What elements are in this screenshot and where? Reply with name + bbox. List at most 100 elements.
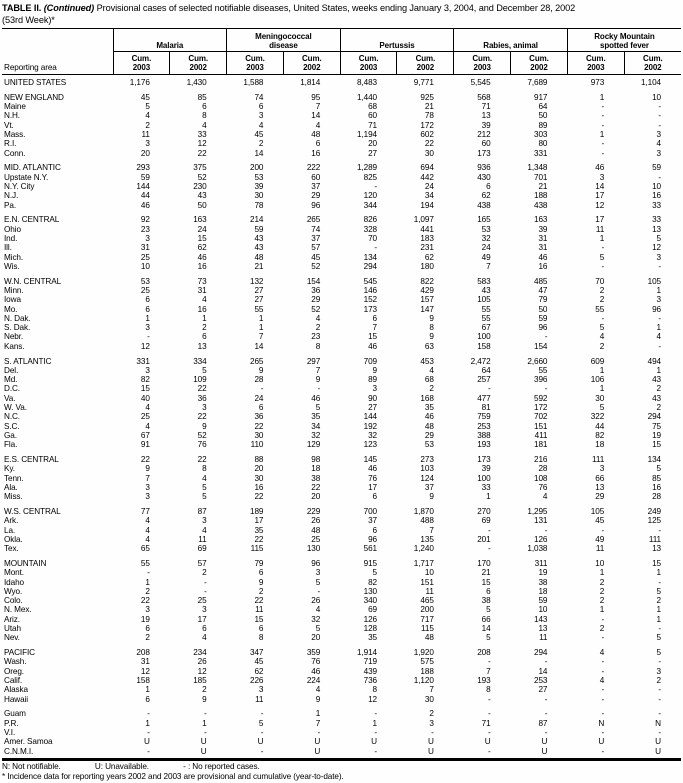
value-cell: 28 (254, 375, 264, 385)
value-cell: 37 (368, 516, 377, 526)
value-cell: 6 (145, 304, 150, 314)
value-cell: - (601, 139, 605, 149)
value-cell: 10 (595, 558, 605, 568)
value-cell: 74 (254, 92, 264, 102)
value-cell: 5 (145, 102, 150, 112)
value-cell: 439 (363, 666, 377, 676)
value-cell: 25 (140, 252, 150, 262)
value-cell: 11 (255, 605, 264, 615)
table-row: Idaho 1 - 9 5 82 151 15 38 2 - (2, 578, 681, 587)
table-title-text: Provisional cases of selected notifiable… (96, 3, 576, 13)
value-cell: 43 (197, 191, 207, 201)
value-cell: 66 (481, 614, 491, 624)
value-cell: 18 (311, 464, 321, 474)
value-cell: 48 (424, 633, 434, 643)
value-cell: 4 (599, 332, 605, 342)
value-cell: 62 (481, 191, 491, 201)
value-cell: N (598, 718, 605, 728)
value-cell: 14 (595, 181, 605, 191)
value-cell: 1,920 (413, 648, 434, 658)
value-cell: 4 (656, 332, 662, 342)
value-cell: 43 (254, 233, 264, 243)
reporting-area-cell: S. Dak. (4, 323, 31, 333)
value-cell: 568 (477, 92, 491, 102)
reporting-area-cell: Idaho (4, 577, 24, 587)
value-cell: 194 (420, 200, 434, 210)
value-cell: 3 (258, 685, 264, 695)
col-header-rmsf-cum-2002: Cum. 2002 (623, 51, 681, 75)
value-cell: 2 (599, 295, 605, 305)
value-cell: 1,240 (413, 544, 434, 554)
col-header-pertussis-cum-2003: Cum. 2003 (339, 51, 397, 75)
value-cell: - (601, 102, 605, 112)
reporting-area-cell: Ala. (4, 482, 18, 492)
table-row: N.C. 25 22 36 35 144 46 759 702 322 294 (2, 412, 681, 421)
value-cell: 79 (538, 295, 548, 305)
value-cell: 24 (424, 181, 434, 191)
value-cell: 81 (481, 403, 491, 412)
value-cell: 16 (652, 191, 661, 201)
value-cell: 43 (481, 285, 491, 295)
value-cell: 344 (363, 200, 377, 210)
value-cell: 82 (368, 577, 377, 587)
value-cell: 23 (140, 224, 150, 234)
reporting-area-cell: Tex. (4, 544, 19, 554)
value-cell: 265 (306, 215, 321, 225)
value-cell: 73 (197, 276, 207, 286)
value-cell: 173 (477, 148, 491, 158)
footnotes: N: Not notifiable. U: Unavailable. - : N… (0, 761, 683, 781)
value-cell: 1,097 (413, 215, 434, 225)
value-cell: 4 (599, 648, 605, 658)
value-cell: 294 (647, 412, 661, 422)
reporting-area-cell: Guam (4, 709, 26, 719)
value-cell: 3 (202, 403, 207, 412)
value-cell: 24 (197, 224, 207, 234)
value-cell: 20 (140, 148, 150, 158)
reporting-area-cell: Del. (4, 365, 19, 375)
table-row: Tenn. 7 4 30 38 76 124 100 108 66 85 (2, 474, 681, 483)
value-cell: 229 (306, 506, 321, 516)
value-cell: 49 (595, 534, 605, 544)
value-cell: 1 (258, 323, 264, 333)
value-cell: 1,430 (186, 78, 207, 87)
value-cell: 7 (145, 473, 150, 483)
reporting-area-cell: Ariz. (4, 614, 20, 624)
table-row: Wyo. 2 - 2 - 130 11 6 18 2 5 (2, 587, 681, 596)
value-cell: 3 (258, 111, 264, 121)
table-row: Maine 5 6 6 7 68 21 71 64 - - (2, 102, 681, 111)
reporting-area-cell: Okla. (4, 534, 23, 544)
value-cell: 6 (202, 624, 207, 634)
value-cell: 2 (315, 323, 321, 333)
table-row: Calif. 158 185 226 224 736 1,120 193 253… (2, 676, 681, 685)
value-cell: 5 (656, 464, 662, 474)
value-cell: 52 (311, 304, 321, 314)
value-cell: 22 (424, 139, 434, 149)
value-cell: 575 (420, 657, 434, 667)
value-cell: 4 (315, 605, 321, 615)
value-cell: 6 (202, 102, 207, 112)
value-cell: 13 (481, 111, 491, 121)
value-cell: - (317, 586, 321, 596)
value-cell: 59 (652, 163, 661, 173)
value-cell: 9 (315, 375, 321, 385)
table-header: Reporting area Malaria Meningococcal dis… (2, 28, 681, 75)
value-cell: 55 (538, 365, 548, 375)
value-cell: 1 (656, 323, 662, 333)
value-cell: 25 (311, 534, 321, 544)
value-cell: 453 (420, 356, 434, 366)
value-cell: 9 (202, 421, 207, 431)
value-cell: 1 (656, 285, 662, 295)
value-cell: 6 (372, 492, 378, 502)
value-cell: 28 (652, 492, 661, 502)
value-cell: 188 (420, 666, 434, 676)
value-cell: 71 (481, 102, 491, 112)
value-cell: 1,176 (129, 78, 150, 87)
value-cell: 1 (599, 384, 605, 394)
value-cell: 55 (481, 313, 491, 323)
value-cell: 1 (145, 313, 150, 323)
value-cell: 1,295 (527, 506, 548, 516)
reporting-area-cell: N. Mex. (4, 605, 32, 615)
value-cell: 1 (258, 313, 264, 323)
value-cell: - (658, 313, 661, 323)
reporting-area-cell: N.Y. City (4, 181, 35, 191)
